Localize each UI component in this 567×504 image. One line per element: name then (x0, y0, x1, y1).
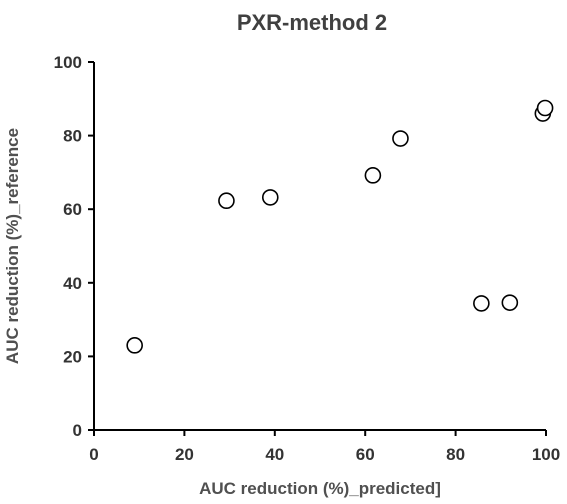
data-point (218, 192, 235, 210)
axes: 0 20 40 60 80 100 0 20 40 60 80 100 (54, 53, 561, 464)
data-point (261, 189, 279, 206)
y-tick-label: 20 (63, 347, 82, 366)
x-tick-label: 80 (446, 445, 465, 464)
x-ticks: 0 20 40 60 80 100 (89, 430, 560, 464)
y-ticks: 0 20 40 60 80 100 (54, 53, 94, 440)
data-point (501, 294, 519, 311)
data-point (126, 337, 143, 354)
y-tick-label: 40 (63, 274, 82, 293)
x-tick-label: 20 (175, 445, 194, 464)
x-tick-label: 60 (356, 445, 375, 464)
data-point (364, 167, 382, 184)
data-points (126, 99, 554, 354)
data-point (536, 99, 554, 117)
data-point (473, 295, 490, 312)
y-axis-label: AUC reduction (%)_reference (3, 128, 22, 364)
x-tick-label: 40 (265, 445, 284, 464)
y-tick-label: 60 (63, 200, 82, 219)
data-point (392, 130, 409, 147)
y-tick-label: 80 (63, 127, 82, 146)
x-axis-label: AUC reduction (%)_predicted] (199, 479, 441, 498)
y-tick-label: 100 (54, 53, 82, 72)
chart-title: PXR-method 2 (237, 10, 387, 35)
y-tick-label: 0 (73, 421, 82, 440)
x-tick-label: 100 (532, 445, 560, 464)
x-tick-label: 0 (89, 445, 98, 464)
